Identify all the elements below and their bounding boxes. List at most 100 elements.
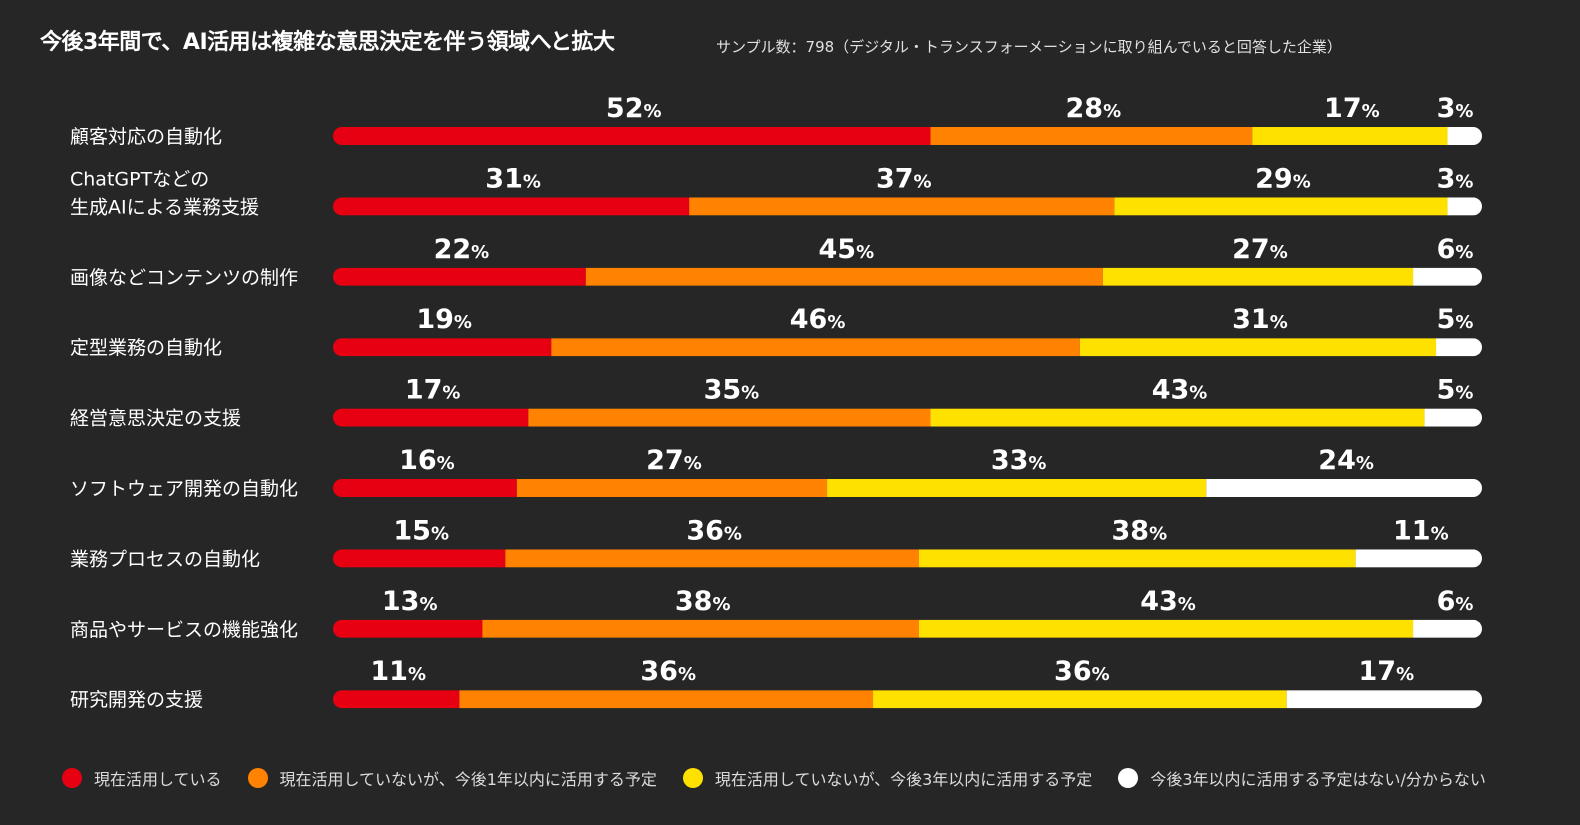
bar-segment — [1079, 338, 1437, 357]
bar-segment — [333, 338, 552, 357]
bar-segment — [333, 197, 690, 216]
bar-segment — [516, 479, 828, 497]
data-label: 36% — [1054, 656, 1110, 687]
data-label: 11% — [370, 656, 426, 687]
bar-segment — [505, 549, 919, 568]
bar-row — [333, 197, 1482, 216]
category-label: 研究開発の支援 — [70, 689, 203, 711]
bar-segment — [333, 549, 506, 568]
data-label: 29% — [1255, 163, 1311, 194]
data-label: 6% — [1437, 234, 1474, 265]
bar-segment — [918, 619, 1414, 638]
data-label: 43% — [1152, 375, 1208, 406]
data-label: 36% — [640, 656, 696, 687]
data-label: 5% — [1437, 375, 1474, 406]
category-label: 商品やサービスの機能強化 — [70, 619, 298, 641]
legend-swatch-orange — [247, 768, 268, 788]
bar-segment — [585, 267, 1103, 286]
legend-label: 現在活用していないが、今後3年以内に活用する予定 — [714, 770, 1093, 789]
bar-segment — [827, 479, 1207, 497]
data-label: 43% — [1140, 586, 1196, 617]
data-label: 13% — [382, 586, 438, 617]
data-label: 17% — [405, 375, 461, 406]
bar-segment — [551, 338, 1080, 357]
bar-segment — [1355, 549, 1482, 568]
bar-segment — [333, 690, 460, 709]
data-label: 5% — [1437, 304, 1474, 335]
category-label: 経営意思決定の支援 — [70, 408, 241, 430]
bar-segment — [1436, 338, 1482, 357]
bar-row — [333, 479, 1482, 497]
bar-segment — [1206, 479, 1482, 497]
data-label: 24% — [1318, 445, 1374, 476]
bar-segment — [482, 619, 919, 638]
bar-row — [333, 690, 1482, 709]
data-label: 36% — [686, 515, 742, 546]
bar-segment — [930, 408, 1425, 427]
data-label: 38% — [675, 586, 731, 617]
bar-row — [333, 549, 1482, 568]
bar-row — [333, 127, 1482, 145]
bar-segment — [1114, 197, 1448, 216]
chart-title: 今後3年間で、AI活用は複雑な意思決定を伴う領域へと拡大 — [40, 30, 615, 55]
bar-segment — [930, 127, 1253, 145]
bar-segment — [1102, 267, 1414, 286]
data-label: 3% — [1437, 93, 1474, 124]
legend-label: 現在活用している — [94, 770, 222, 789]
data-label: 17% — [1359, 656, 1415, 687]
legend-swatch-yellow — [682, 768, 703, 788]
legend-item-none: 今後3年以内に活用する予定はない/分からない — [1118, 766, 1486, 790]
category-label: 定型業務の自動化 — [70, 337, 222, 359]
bar-segment — [1252, 127, 1448, 145]
bar-segment — [333, 408, 529, 427]
bar-segment — [1413, 619, 1482, 638]
bar-segment — [459, 690, 874, 709]
legend-item-current: 現在活用している — [62, 766, 222, 790]
data-label: 46% — [790, 304, 846, 335]
bar-row — [333, 267, 1482, 286]
data-label: 31% — [1232, 304, 1288, 335]
data-label: 52% — [606, 93, 662, 124]
legend-swatch-white — [1118, 768, 1139, 788]
bar-segment — [689, 197, 1115, 216]
bar-segment — [1413, 267, 1482, 286]
bar-segment — [333, 267, 586, 286]
bar-segment — [333, 619, 483, 638]
data-label: 3% — [1437, 163, 1474, 194]
category-label: ソフトウェア開発の自動化 — [70, 478, 298, 500]
bar-row — [333, 619, 1482, 638]
bar-segment — [1447, 127, 1482, 145]
category-label: ChatGPTなどの生成AIによる業務支援 — [70, 168, 259, 218]
data-label: 35% — [704, 375, 760, 406]
data-label: 45% — [818, 234, 874, 265]
data-label: 17% — [1324, 93, 1380, 124]
data-label: 31% — [485, 163, 541, 194]
category-label: 顧客対応の自動化 — [70, 126, 222, 148]
data-label: 33% — [991, 445, 1047, 476]
data-label: 15% — [393, 515, 449, 546]
legend-item-1year: 現在活用していないが、今後1年以内に活用する予定 — [247, 766, 657, 790]
bar-segment — [873, 690, 1287, 709]
bar-segment — [333, 127, 931, 145]
data-label: 37% — [876, 163, 932, 194]
legend: 現在活用している 現在活用していないが、今後1年以内に活用する予定 現在活用して… — [62, 766, 1512, 790]
data-label: 28% — [1066, 93, 1122, 124]
bar-row — [333, 408, 1482, 427]
data-label: 6% — [1437, 586, 1474, 617]
legend-label: 今後3年以内に活用する予定はない/分からない — [1150, 770, 1486, 789]
bar-row — [333, 338, 1482, 357]
bar-segment — [1447, 197, 1482, 216]
bar-segment — [528, 408, 931, 427]
bar-segment — [918, 549, 1356, 568]
legend-swatch-red — [62, 768, 82, 788]
category-label: 画像などコンテンツの制作 — [70, 267, 298, 289]
data-label: 16% — [399, 445, 455, 476]
legend-item-3year: 現在活用していないが、今後3年以内に活用する予定 — [682, 766, 1093, 790]
bar-segment — [1286, 690, 1482, 709]
bar-segment — [1424, 408, 1482, 427]
data-label: 19% — [416, 304, 472, 335]
data-label: 11% — [1393, 515, 1449, 546]
data-label: 22% — [434, 234, 490, 265]
data-label: 38% — [1111, 515, 1167, 546]
data-label: 27% — [646, 445, 702, 476]
